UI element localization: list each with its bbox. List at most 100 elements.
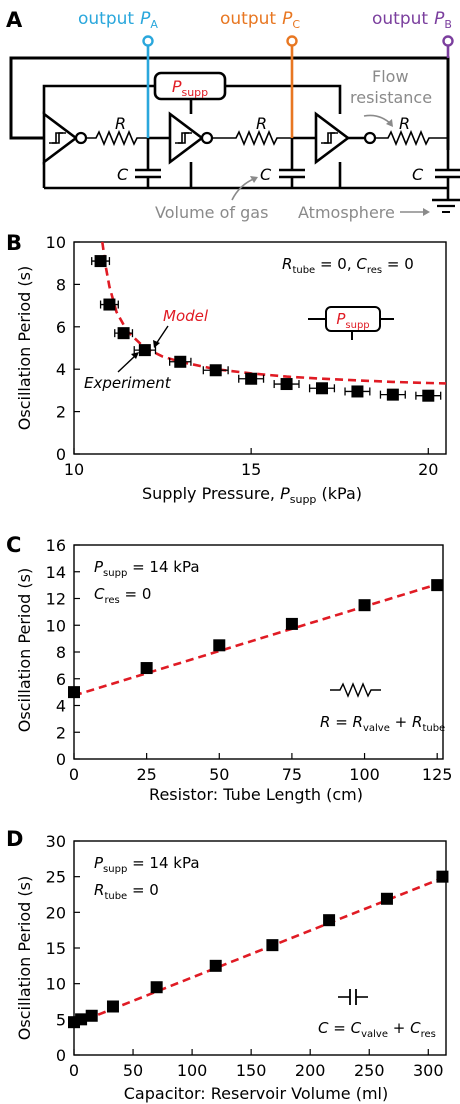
psupp-legend-box (325, 306, 381, 332)
panel-d-letter: D (6, 827, 23, 851)
panel-b-data-point (386, 388, 399, 401)
panel-d-ytick-label: 0 (56, 1046, 66, 1065)
panel-b-ytick-label: 6 (56, 318, 66, 337)
svg-text:C: C (260, 165, 272, 184)
panel-c-condition-2: Cres = 0 (94, 585, 151, 606)
panel-c-xtick-label: 0 (69, 765, 79, 784)
panel-d-condition-2: Rtube = 0 (94, 881, 159, 902)
panel-c-ytick-label: 0 (56, 750, 66, 769)
panel-c-ytick-label: 16 (46, 536, 66, 555)
panel-d-xtick-label: 50 (123, 1061, 143, 1080)
panel-c-ytick-label: 10 (46, 616, 66, 635)
panel-d-condition-1: Psupp = 14 kPa (94, 854, 200, 875)
panel-d-xtick-label: 100 (177, 1061, 208, 1080)
svg-text:R: R (399, 114, 410, 133)
panel-d-xtick-label: 200 (295, 1061, 326, 1080)
svg-text:R: R (256, 114, 267, 133)
svg-text:C: C (117, 165, 129, 184)
psupp-legend-label: Psupp (336, 310, 369, 331)
inverter-3-icon (314, 111, 351, 165)
panel-c-xtick-label: 50 (209, 765, 229, 784)
panel-b-data-point (316, 382, 328, 395)
panel-d-ytick-label: 5 (56, 1010, 66, 1029)
inverter-2-icon (168, 111, 205, 165)
panel-d-xtick-label: 300 (413, 1061, 444, 1080)
panel-d-data-point (75, 1013, 88, 1026)
panel-b-frame (73, 241, 447, 455)
panel-c-xtick-label: 25 (136, 765, 156, 784)
psupp-box (153, 71, 227, 101)
output-c-label: output PC (220, 9, 300, 31)
panel-b-letter: B (6, 231, 22, 255)
panel-a-circuit: A Psupp R C (6, 8, 460, 222)
panel-b-ytick-label: 10 (46, 233, 66, 252)
svg-text:C: C (412, 165, 424, 184)
panel-d-ytick-label: 30 (46, 832, 66, 851)
panel-b-ytick-label: 0 (56, 445, 66, 464)
panel-c-condition-1: Psupp = 14 kPa (94, 558, 200, 579)
panel-b-data-point (209, 364, 222, 377)
panel-c-letter: C (6, 533, 21, 557)
panel-c-data-point (285, 617, 298, 630)
panel-c-plot: 0 2 4 6 8 10 12 14 16 0 25 50 75 100 125 (46, 536, 453, 784)
panel-b-data-point (103, 298, 116, 311)
panel-b-ytick-label: 2 (56, 403, 66, 422)
panel-b-data-point (422, 389, 435, 402)
inverter-stage-1: R C (42, 111, 170, 188)
panel-b-data-point (280, 378, 293, 391)
panel-b-data-point (174, 355, 187, 368)
panel-d-xtick-label: 150 (236, 1061, 267, 1080)
panel-c-ytick-label: 8 (56, 643, 66, 662)
svg-text:R: R (115, 114, 126, 133)
panel-d-data-point (323, 914, 336, 927)
panel-c-data-point (140, 662, 153, 675)
panel-d-xtick-label: 250 (354, 1061, 385, 1080)
panel-a-letter: A (6, 8, 23, 32)
resistor-3-icon (375, 129, 448, 147)
panel-b-xlabel: Supply Pressure, Psupp (kPa) (142, 484, 362, 506)
panel-b-plot: 0 2 4 6 8 10 10 15 20 (46, 233, 447, 479)
psupp-box-label: Psupp (172, 77, 208, 99)
output-a-label: output PA (78, 9, 158, 31)
panel-b-data-point (94, 255, 107, 268)
inverter-1-icon (42, 111, 79, 165)
feedback-wire (9, 56, 450, 150)
panel-b-xtick-label: 10 (64, 460, 84, 479)
panel-b-chart: B 0 2 4 6 8 10 10 15 20 Oscillation Period (s) S… (6, 231, 447, 506)
panel-d-data-point (85, 1009, 98, 1022)
panel-c-xlabel: Resistor: Tube Length (cm) (149, 785, 363, 804)
panel-c-ylabel: Oscillation Period (s) (15, 568, 34, 732)
panel-d-ytick-label: 15 (46, 939, 66, 958)
panel-b-condition: Rtube = 0, Cres = 0 (282, 255, 414, 276)
panel-c-data-point (431, 579, 444, 592)
panel-b-xtick-label: 20 (418, 460, 438, 479)
panel-b-xtick-label: 15 (241, 460, 261, 479)
panel-d-data-point (150, 981, 163, 994)
panel-c-xtick-label: 75 (282, 765, 302, 784)
panel-c-data-point (68, 686, 80, 699)
inverter-stage-2: R C (168, 111, 316, 188)
panel-c-ytick-label: 2 (56, 723, 66, 742)
panel-d-ylabel: Oscillation Period (s) (15, 876, 34, 1040)
model-arrow-icon (155, 325, 169, 345)
panel-d-xtick-label: 0 (69, 1061, 79, 1080)
panel-d-xlabel: Capacitor: Reservoir Volume (ml) (124, 1084, 389, 1103)
panel-d-data-point (436, 870, 449, 883)
panel-c-xtick-label: 125 (422, 765, 453, 784)
model-annotation: Model (163, 307, 209, 325)
panel-c-chart: C 0 2 4 6 8 10 12 14 16 0 25 50 75 100 125 Oscillation… (6, 533, 452, 804)
panel-d-data-point (380, 892, 393, 905)
panel-d-ytick-label: 20 (46, 903, 66, 922)
panel-c-equation: R = Rvalve + Rtube (320, 713, 445, 734)
flow-resistance-label-2: resistance (350, 88, 432, 107)
panel-b-ytick-label: 4 (56, 360, 66, 379)
panel-c-ytick-label: 6 (56, 670, 66, 689)
resistor-legend-icon (330, 682, 381, 698)
panel-b-data-point (117, 327, 130, 340)
panel-c-ytick-label: 12 (46, 590, 66, 609)
volume-of-gas-label: Volume of gas (155, 203, 268, 222)
panel-b-data-point (138, 344, 151, 357)
experiment-annotation: Experiment (84, 374, 172, 392)
